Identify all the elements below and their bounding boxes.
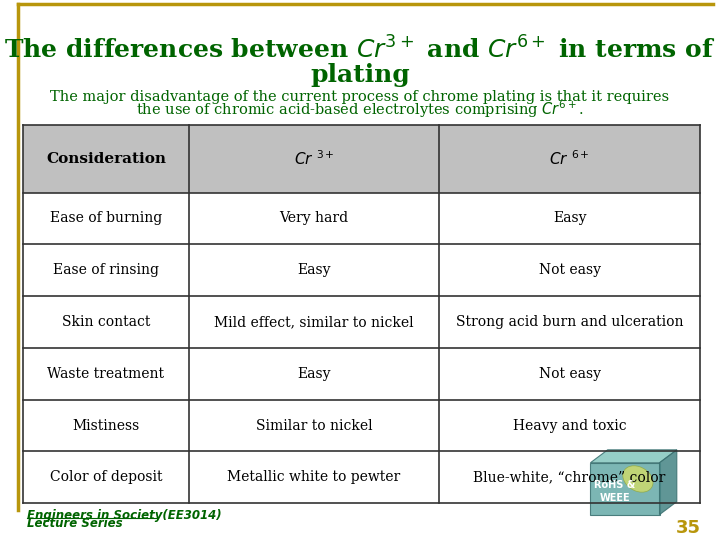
- Text: Similar to nickel: Similar to nickel: [256, 418, 372, 433]
- Text: RoHS &
WEEE: RoHS & WEEE: [594, 480, 636, 503]
- Polygon shape: [590, 450, 677, 463]
- Polygon shape: [660, 450, 677, 515]
- Text: Not easy: Not easy: [539, 264, 600, 277]
- Text: $Cr\ ^{3+}$: $Cr\ ^{3+}$: [294, 150, 334, 168]
- Text: Engineers in Society(EE3014): Engineers in Society(EE3014): [27, 509, 222, 522]
- Text: Very hard: Very hard: [279, 212, 348, 226]
- Text: Ease of rinsing: Ease of rinsing: [53, 264, 159, 277]
- Text: Easy: Easy: [297, 264, 330, 277]
- Text: Skin contact: Skin contact: [62, 315, 150, 329]
- Text: Heavy and toxic: Heavy and toxic: [513, 418, 626, 433]
- Text: plating: plating: [310, 63, 410, 86]
- Bar: [23, 245, 700, 296]
- Bar: [23, 400, 700, 451]
- Bar: [23, 193, 700, 245]
- Text: Blue-white, “chrome” color: Blue-white, “chrome” color: [473, 470, 666, 484]
- Text: Color of deposit: Color of deposit: [50, 470, 162, 484]
- Bar: [23, 296, 700, 348]
- Text: Mild effect, similar to nickel: Mild effect, similar to nickel: [215, 315, 414, 329]
- Bar: [23, 125, 700, 193]
- Text: The major disadvantage of the current process of chrome plating is that it requi: The major disadvantage of the current pr…: [50, 90, 670, 104]
- Text: Lecture Series: Lecture Series: [27, 517, 123, 530]
- Text: $Cr\ ^{6+}$: $Cr\ ^{6+}$: [549, 150, 590, 168]
- Text: Metallic white to pewter: Metallic white to pewter: [228, 470, 401, 484]
- Text: The differences between $\mathit{Cr}^{3+}$ and $\mathit{Cr}^{6+}$ in terms of: The differences between $\mathit{Cr}^{3+…: [4, 36, 716, 63]
- Text: Easy: Easy: [297, 367, 330, 381]
- Text: Easy: Easy: [553, 212, 586, 226]
- Text: Consideration: Consideration: [46, 152, 166, 166]
- Text: the use of chromic acid-based electrolytes comprising $\mathit{Cr}^{6+}$.: the use of chromic acid-based electrolyt…: [136, 98, 584, 120]
- Text: Waste treatment: Waste treatment: [48, 367, 164, 381]
- Ellipse shape: [623, 466, 653, 492]
- Text: 35: 35: [676, 519, 701, 537]
- Text: Not easy: Not easy: [539, 367, 600, 381]
- Text: Ease of burning: Ease of burning: [50, 212, 162, 226]
- Polygon shape: [590, 463, 660, 515]
- Bar: [23, 348, 700, 400]
- Text: Strong acid burn and ulceration: Strong acid burn and ulceration: [456, 315, 683, 329]
- Text: Mistiness: Mistiness: [72, 418, 140, 433]
- Bar: [23, 451, 700, 503]
